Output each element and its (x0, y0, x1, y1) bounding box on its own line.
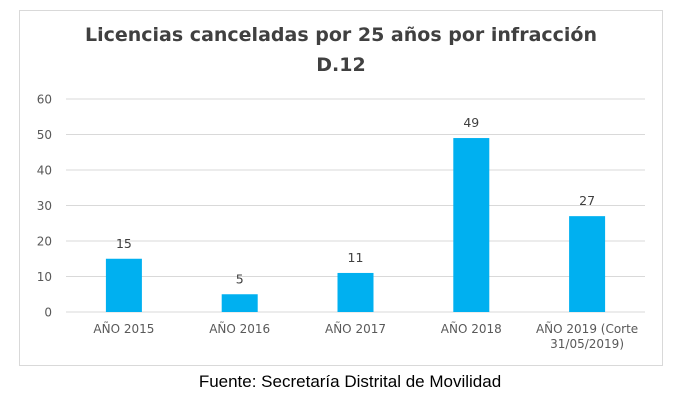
x-tick-label: AÑO 2019 (Corte 31/05/2019) (536, 321, 638, 351)
x-tick-label: AÑO 2018 (441, 321, 502, 336)
source-note: Fuente: Secretaría Distrital de Movilida… (198, 372, 502, 391)
y-tick-label: 20 (37, 235, 52, 249)
x-tick-label: AÑO 2016 (209, 321, 270, 336)
y-tick-label: 60 (37, 93, 52, 107)
y-tick-label: 40 (37, 164, 52, 178)
y-tick-label: 30 (37, 199, 52, 213)
y-tick-label: 50 (37, 128, 52, 142)
y-tick-label: 10 (37, 270, 52, 284)
bar (337, 272, 374, 312)
bar (569, 216, 606, 312)
data-label: 49 (463, 115, 479, 130)
chart-title-line-2: D.12 (316, 54, 366, 76)
data-label: 15 (116, 236, 132, 251)
data-label: 5 (236, 271, 244, 286)
data-label: 11 (348, 250, 364, 265)
data-label: 27 (579, 193, 595, 208)
y-tick-label: 0 (44, 306, 52, 320)
chart-title: Licencias canceladas por 25 años por inf… (84, 24, 598, 46)
bar (453, 138, 490, 312)
bar (105, 258, 142, 312)
bar (221, 294, 258, 312)
x-tick-label: AÑO 2017 (325, 321, 386, 336)
x-tick-label: AÑO 2015 (93, 321, 154, 336)
